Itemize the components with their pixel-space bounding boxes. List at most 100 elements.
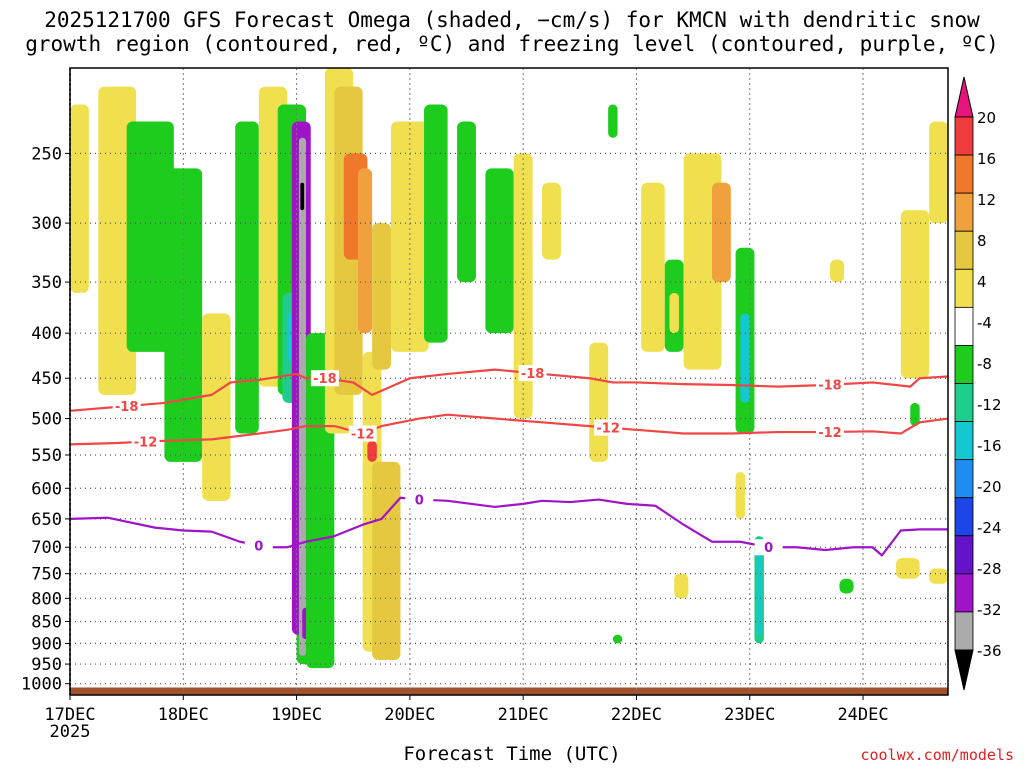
x-year-label: 2025 <box>50 722 91 742</box>
dgz-contour-1-label-bg <box>348 425 377 442</box>
dgz-contour-0-label: -18 <box>313 372 337 387</box>
colorbar-label: -36 <box>977 642 1002 660</box>
colorbar-label: -20 <box>977 478 1002 496</box>
omega-cell <box>608 104 618 138</box>
omega-cell <box>674 573 689 599</box>
omega-cell <box>164 168 203 462</box>
dgz-contour-1-label-bg <box>594 419 623 436</box>
colorbar-label: 8 <box>977 232 987 250</box>
y-tick-label: 750 <box>31 565 62 585</box>
omega-shading <box>70 68 948 669</box>
y-tick-label: 450 <box>31 369 62 389</box>
omega-cell <box>612 634 623 644</box>
x-axis-title: Forecast Time (UTC) <box>403 743 621 765</box>
omega-cell <box>367 440 377 462</box>
colorbar-bin <box>954 421 974 461</box>
omega-cell <box>300 182 305 211</box>
dgz-contour-1-label-bg <box>131 433 160 450</box>
y-tick-label: 800 <box>31 589 62 609</box>
omega-cell <box>929 121 948 224</box>
colorbar-label: -24 <box>977 519 1002 537</box>
colorbar-bin <box>954 611 974 651</box>
dgz-contour-1-label: -12 <box>818 426 842 441</box>
omega-cell <box>683 153 722 370</box>
colorbar-top-arrow <box>954 76 974 118</box>
colorbar: 20 16 12 8 4 -4 -8 -12 -16 -20 -24 -28 -32 -36 <box>954 76 1002 691</box>
colorbar-label: -32 <box>977 601 1002 619</box>
colorbar-bin <box>954 268 974 308</box>
omega-cell <box>669 292 679 334</box>
dgz-contour-1-label: -12 <box>351 428 375 443</box>
dgz-contour-1-label: -12 <box>596 422 620 437</box>
colorbar-bin <box>954 535 974 575</box>
x-tick-label: 24DEC <box>837 705 888 725</box>
dgz-contour-0-label: -18 <box>115 400 139 415</box>
colorbar-label: -16 <box>977 437 1002 455</box>
omega-cell <box>298 137 307 656</box>
colorbar-label: -8 <box>977 355 992 373</box>
freezing-level-contour-label-bg <box>244 537 273 554</box>
colorbar-bin <box>954 154 974 194</box>
freezing-level-contour-label: 0 <box>254 539 263 554</box>
freezing-level-contour-label-bg <box>405 491 434 508</box>
colorbar-bin <box>954 573 974 613</box>
colorbar-bin <box>954 383 974 422</box>
y-tick-label: 1000 <box>21 675 62 695</box>
omega-cell <box>589 342 609 462</box>
omega-cell <box>235 121 259 434</box>
omega-cell <box>910 402 920 427</box>
colorbar-bin <box>954 497 974 537</box>
y-tick-label: 600 <box>31 479 62 499</box>
chart-title-line2: growth region (contoured, red, ºC) and f… <box>25 32 999 56</box>
x-tick-label: 19DEC <box>271 705 322 725</box>
y-tick-label: 950 <box>31 655 62 675</box>
omega-cell <box>641 182 665 352</box>
y-tick-label: 650 <box>31 510 62 530</box>
x-tick-label: 21DEC <box>498 705 549 725</box>
chart-title-line1: 2025121700 GFS Forecast Omega (shaded, −… <box>44 8 980 32</box>
colorbar-bin <box>954 345 974 384</box>
omega-cell <box>900 210 930 379</box>
omega-cell <box>98 86 137 395</box>
omega-cell <box>70 104 89 293</box>
omega-cell <box>390 121 429 352</box>
omega-cell <box>457 121 476 283</box>
omega-cell <box>357 168 373 334</box>
omega-cell <box>485 168 514 334</box>
omega-cell <box>513 153 533 419</box>
credit-link[interactable]: coolwx.com/models <box>860 746 1014 764</box>
colorbar-label: 4 <box>977 273 987 291</box>
dgz-contour-0-label-bg <box>815 376 844 393</box>
plot-frame <box>69 67 949 696</box>
omega-cell <box>896 558 920 579</box>
x-tick-label: 18DEC <box>158 705 209 725</box>
freezing-level-contour-label-bg <box>754 539 783 556</box>
omega-cell <box>202 313 231 501</box>
omega-cell <box>372 223 391 370</box>
y-tick-label: 250 <box>31 144 62 164</box>
omega-cell <box>839 578 854 594</box>
dgz-contour-0-line <box>69 368 949 412</box>
colorbar-label: 20 <box>977 109 996 127</box>
colorbar-bin <box>954 116 974 156</box>
omega-cell <box>126 121 174 352</box>
colorbar-label: -12 <box>977 396 1002 414</box>
y-tick-label: 400 <box>31 324 62 344</box>
y-tick-label: 350 <box>31 273 62 293</box>
omega-cell <box>372 461 401 661</box>
y-tick-label: 850 <box>31 613 62 633</box>
colorbar-bottom-arrow <box>954 649 974 691</box>
colorbar-bin <box>954 230 974 270</box>
ground-shading <box>70 687 948 695</box>
y-tick-label: 900 <box>31 634 62 654</box>
omega-cell <box>711 182 731 283</box>
y-tick-label: 700 <box>31 538 62 558</box>
freezing-level-contour-label: 0 <box>764 541 773 556</box>
x-tick-label: 17DEC <box>44 705 95 725</box>
colorbar-bin <box>954 306 974 346</box>
y-tick-label: 500 <box>31 410 62 430</box>
omega-cell <box>756 547 762 635</box>
dgz-contour-0-label-bg <box>518 365 547 382</box>
dgz-contour-0-label-bg <box>112 398 141 415</box>
